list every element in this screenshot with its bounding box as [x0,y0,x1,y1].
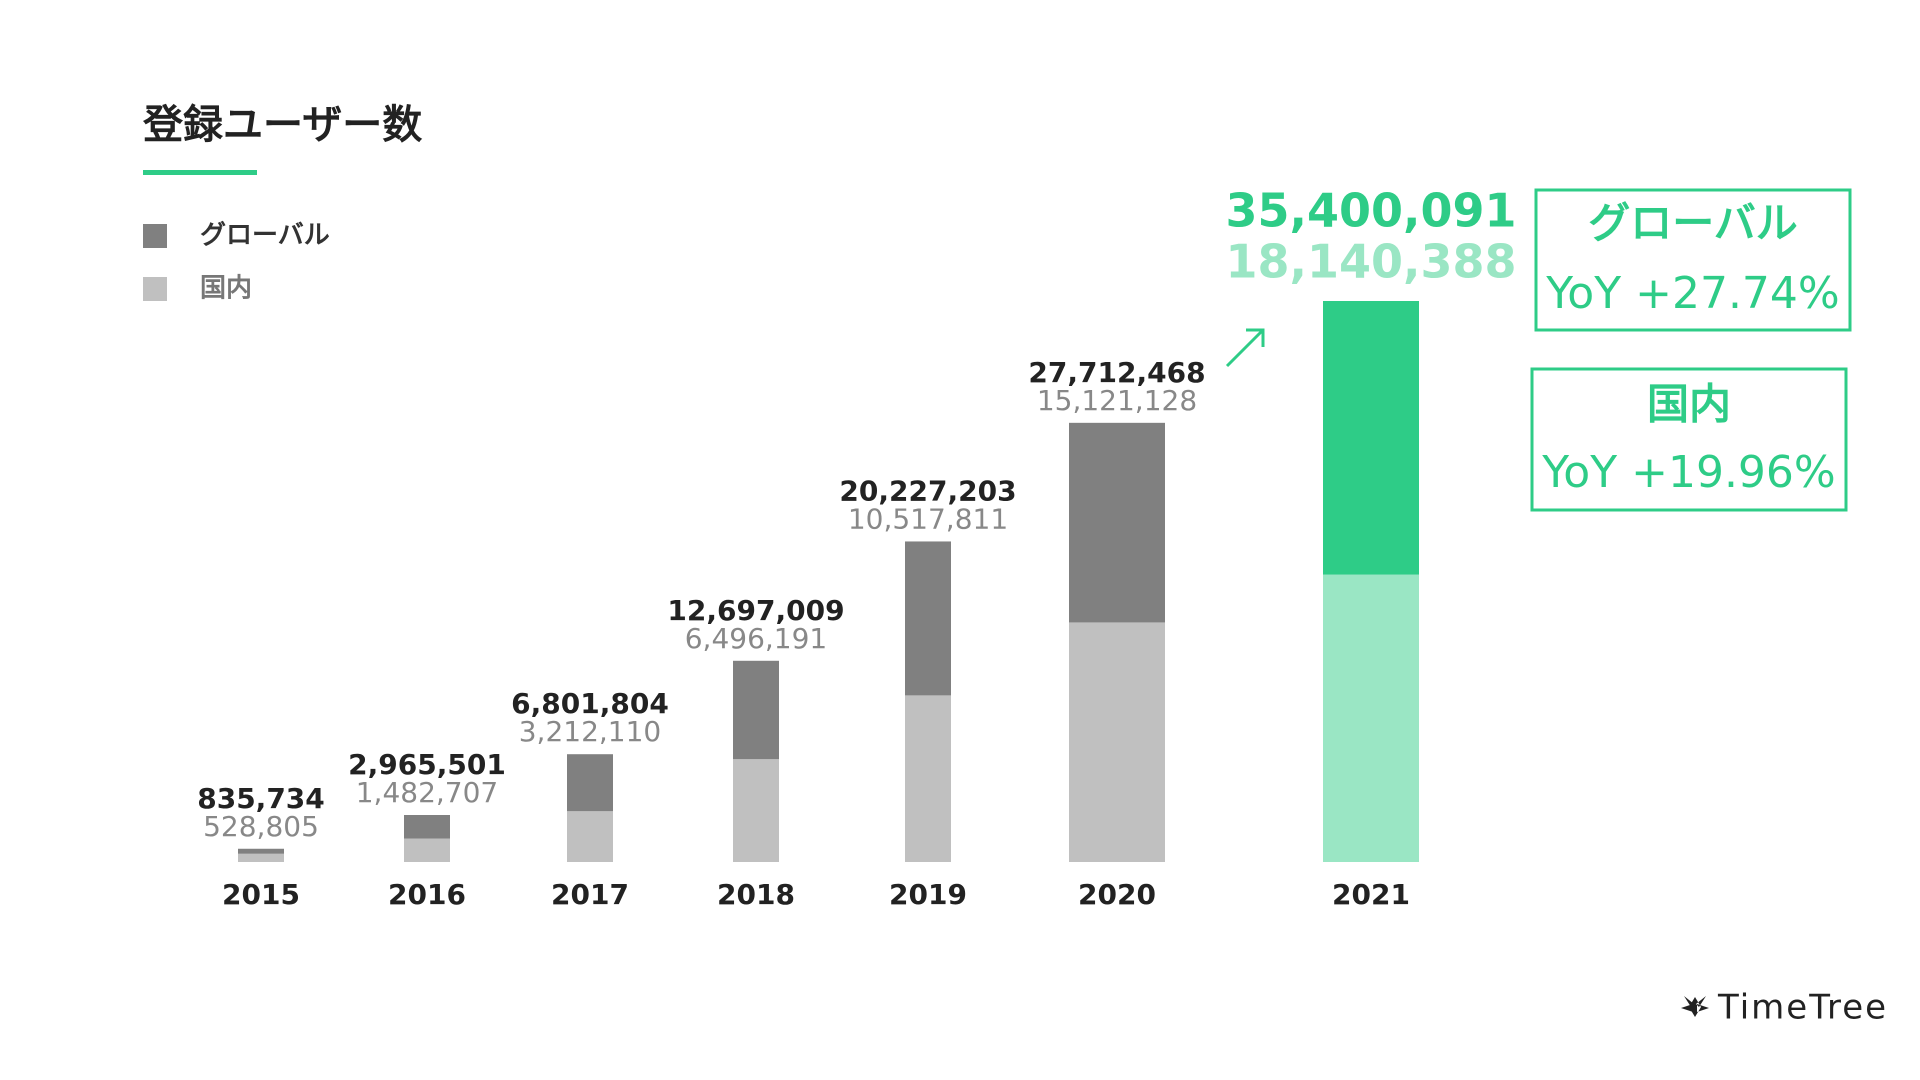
bar [1323,574,1419,862]
bar [567,811,613,862]
arrow [1225,328,1265,368]
arrow-head [1246,328,1265,347]
x-tick-label: 2015 [222,878,300,911]
value-label: 12,697,009 [667,594,844,627]
bar [404,838,450,862]
annotation-text: YoY +27.74% [1545,268,1839,319]
value-label: 6,801,804 [511,687,669,720]
x-tick-label: 2021 [1332,878,1410,911]
value-label: 27,712,468 [1028,356,1205,389]
x-tick-label: 2019 [889,878,967,911]
value-label: 20,227,203 [839,474,1016,507]
bar [733,759,779,862]
legend-swatch [143,224,167,248]
bar [1069,622,1165,862]
x-tick-label: 2020 [1078,878,1156,911]
value-label: 2,965,501 [348,748,506,781]
value-label: 528,805 [203,810,319,843]
title-underline [143,170,257,175]
annotation-box [1530,367,1848,512]
value-label: 835,734 [197,782,325,815]
value-label: 15,121,128 [1037,384,1197,417]
value-label: 3,212,110 [519,715,662,748]
legend-swatch [143,277,167,301]
x-tick-label: 2016 [388,878,466,911]
annotation-title: 国内 [1647,380,1731,429]
value-label: 18,140,388 [1225,235,1516,289]
value-label: 10,517,811 [848,502,1008,535]
x-tick-label: 2018 [717,878,795,911]
logo: TimeTree [1717,988,1888,1028]
legend-label: 国内 [200,274,252,304]
bar [905,695,951,862]
chart-title: 登録ユーザー数 [142,102,422,148]
legend-label: グローバル [200,221,330,251]
annotation-box [1534,188,1852,332]
value-label: 35,400,091 [1225,184,1516,238]
x-tick-label: 2017 [551,878,629,911]
bar [238,853,284,862]
logo-icon [1681,996,1709,1017]
annotation-text: YoY +19.96% [1541,447,1835,498]
value-label: 6,496,191 [685,622,828,655]
value-label: 1,482,707 [356,776,499,809]
annotation-title: グローバル [1588,199,1798,248]
